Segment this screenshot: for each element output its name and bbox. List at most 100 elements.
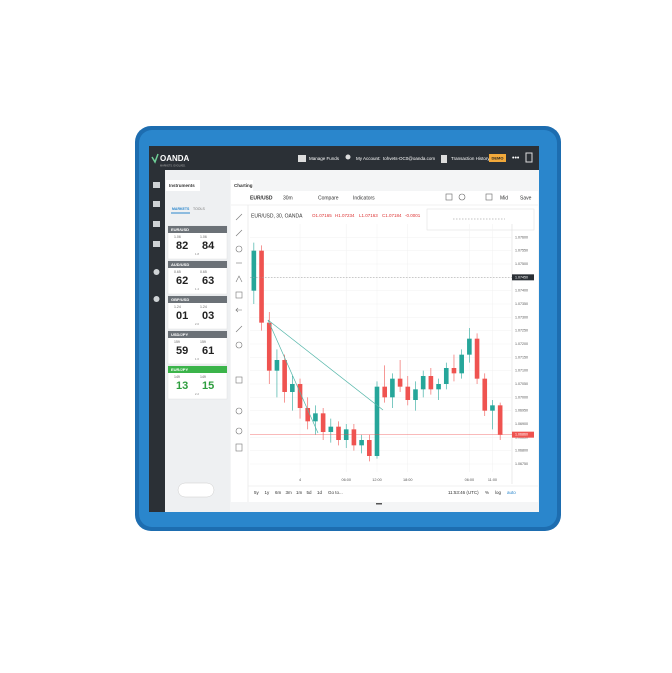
candle-body: [290, 384, 295, 392]
chart-tab-label[interactable]: Charting: [234, 183, 253, 188]
bid-pips[interactable]: 01: [176, 310, 188, 322]
instruments-tab-label[interactable]: Instruments: [169, 183, 195, 188]
log-toggle[interactable]: log: [495, 490, 502, 495]
markets-tab[interactable]: MARKETS: [172, 207, 190, 211]
tool-icon[interactable]: [235, 443, 243, 452]
x-tick-label: 18:00: [403, 478, 413, 482]
instruments-tab[interactable]: [166, 180, 200, 191]
symbol[interactable]: EUR/USD: [250, 195, 273, 201]
range-button[interactable]: 5d: [307, 490, 313, 495]
range-button[interactable]: 6m: [275, 490, 282, 495]
tool-icon[interactable]: [445, 193, 453, 201]
tool-icon[interactable]: [458, 193, 466, 201]
range-button[interactable]: 3m: [286, 490, 293, 495]
ask-pips[interactable]: 61: [202, 345, 214, 357]
rail-icon[interactable]: [153, 241, 160, 247]
x-tick-label: 11:00: [488, 478, 497, 482]
account-email[interactable]: tohvets-OC0@oanda.com: [383, 156, 435, 161]
compare[interactable]: Compare: [318, 195, 339, 201]
candle-body: [313, 413, 318, 422]
range-button[interactable]: 1y: [265, 490, 271, 495]
tools-tab[interactable]: TOOLS: [193, 207, 205, 211]
rail-icon[interactable]: [153, 201, 160, 207]
save[interactable]: Save: [520, 195, 532, 201]
candle-body: [497, 405, 503, 435]
ask-pips[interactable]: 84: [202, 240, 215, 252]
manage-funds[interactable]: Manage Funds: [309, 156, 340, 161]
y-tick-label: 1.07300: [515, 315, 528, 319]
spread: 1.6: [195, 357, 200, 361]
candle-body: [428, 376, 434, 390]
account-label[interactable]: My Account:: [356, 156, 381, 161]
side-rail: [149, 170, 165, 512]
tool-icon[interactable]: [235, 291, 243, 299]
tool-icon[interactable]: [235, 427, 243, 435]
logout-icon[interactable]: [525, 152, 533, 163]
tool-icon[interactable]: [235, 307, 242, 313]
y-tick-label: 1.07600: [515, 235, 528, 239]
transaction-history[interactable]: Transaction History: [451, 156, 490, 161]
ask-pips[interactable]: 15: [202, 380, 214, 392]
bid-pips[interactable]: 82: [176, 240, 188, 252]
view-toggle[interactable]: [177, 482, 215, 498]
goto[interactable]: Go to...: [328, 490, 343, 495]
ask-pips[interactable]: 63: [202, 275, 214, 287]
drawing-toolbar: [426, 208, 535, 231]
y-tick-label: 1.06950: [515, 409, 528, 413]
bid-pips[interactable]: 13: [176, 380, 188, 392]
price-type[interactable]: Mid: [500, 195, 508, 201]
tool-icon[interactable]: [235, 407, 243, 415]
chart-tab[interactable]: [231, 180, 253, 191]
auto-toggle[interactable]: auto: [507, 490, 516, 495]
rail-icon[interactable]: [153, 221, 160, 227]
menu-dots[interactable]: •••: [512, 155, 520, 162]
instrument-header: [168, 261, 227, 268]
account-icon[interactable]: [345, 154, 351, 160]
history-icon[interactable]: [441, 155, 447, 163]
header-bar: [149, 146, 539, 170]
range-button[interactable]: 1m: [296, 490, 303, 495]
tool-icon[interactable]: [235, 325, 243, 333]
last-price-tag: [512, 431, 534, 438]
y-tick-label: 1.06800: [515, 449, 528, 453]
spread: 1.4: [195, 287, 200, 291]
candle-body: [305, 408, 311, 422]
instrument-name: EUR/JPY: [171, 367, 188, 372]
y-tick-label: 1.07200: [515, 342, 528, 346]
candle-body: [351, 429, 357, 446]
interval[interactable]: 30m: [283, 195, 293, 201]
candle-body: [397, 378, 403, 387]
logo-mark: [151, 153, 159, 164]
bid-big: 149: [174, 375, 180, 379]
bid-pips[interactable]: 62: [176, 275, 188, 287]
legend-close: C1.07184: [382, 213, 402, 218]
indicators[interactable]: Indicators: [353, 195, 375, 201]
range-button[interactable]: 5y: [254, 490, 260, 495]
ask-pips[interactable]: 03: [202, 310, 214, 322]
rail-icon[interactable]: [153, 296, 160, 302]
trend-line: [267, 319, 319, 434]
range-button[interactable]: 1d: [317, 490, 323, 495]
tool-icon[interactable]: [235, 376, 243, 384]
tool-icon[interactable]: [235, 275, 243, 283]
tool-icon[interactable]: [235, 341, 243, 349]
candle-body: [482, 378, 488, 411]
tool-icon[interactable]: [485, 193, 493, 201]
funds-icon[interactable]: [298, 155, 306, 162]
tool-icon[interactable]: [235, 229, 243, 237]
candle-body: [420, 376, 426, 390]
rail-icon[interactable]: [153, 269, 160, 275]
candle-body: [459, 354, 464, 374]
percent-toggle[interactable]: %: [485, 490, 489, 495]
candle-body: [451, 368, 457, 374]
tool-icon[interactable]: [235, 213, 243, 221]
y-tick-label: 1.06900: [515, 422, 528, 426]
bid-pips[interactable]: 59: [176, 345, 188, 357]
rail-icon[interactable]: [153, 182, 160, 188]
candle-body: [336, 426, 341, 440]
candle-body: [320, 413, 326, 432]
tool-icon[interactable]: [235, 245, 243, 253]
